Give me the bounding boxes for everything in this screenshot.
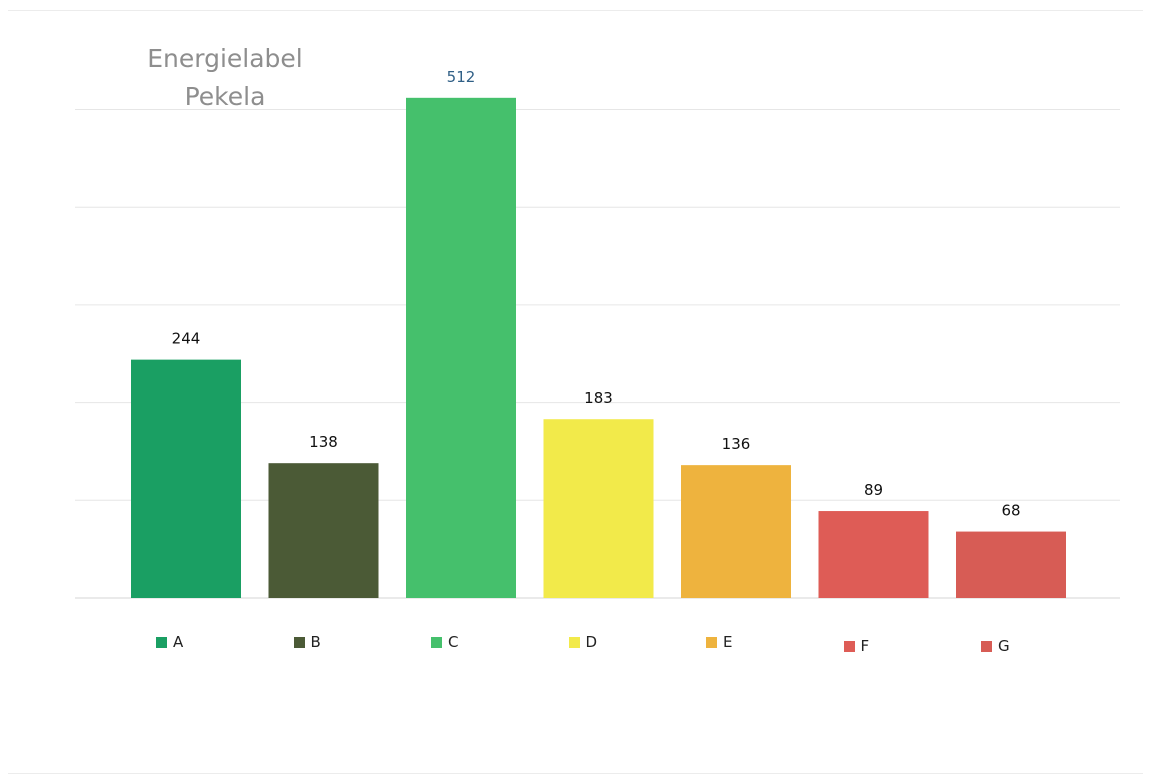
data-label-d: 183 [584, 389, 613, 407]
legend-label: C [448, 633, 459, 651]
legend-swatch [156, 636, 167, 648]
bar-b [268, 463, 379, 598]
legend-label: E [723, 633, 733, 651]
data-label-a: 244 [172, 330, 201, 348]
legend-swatch [843, 640, 855, 652]
legend-item-f: F [843, 637, 870, 655]
legend-swatch [293, 636, 305, 648]
data-label-b: 138 [309, 433, 338, 451]
legend-item-c: C [431, 633, 458, 651]
chart-title: Energielabel Pekela [130, 40, 320, 116]
bar-g [956, 531, 1066, 598]
chart-legend: A B C D E F G [0, 633, 1150, 663]
legend-swatch [431, 636, 442, 648]
legend-item-e: E [706, 633, 732, 651]
legend-swatch [568, 636, 580, 648]
data-label-f: 89 [864, 481, 883, 499]
data-label-e: 136 [722, 435, 751, 453]
data-label-g: 68 [1001, 502, 1020, 520]
legend-label: A [173, 633, 184, 651]
legend-label: F [860, 637, 870, 655]
legend-swatch [706, 636, 717, 648]
legend-label: G [998, 637, 1010, 655]
legend-item-b: B [293, 633, 321, 651]
bar-f [818, 511, 929, 598]
bar-c [406, 97, 516, 599]
legend-item-g: G [981, 637, 1010, 655]
bar-e [681, 465, 791, 598]
legend-item-a: A [156, 633, 183, 651]
chart-title-line-1: Energielabel [147, 44, 303, 73]
data-label-c: 512 [447, 68, 476, 86]
legend-label: D [585, 633, 598, 651]
bar-a [131, 359, 241, 598]
bar-d [543, 419, 654, 598]
chart-title-line-2: Pekela [184, 82, 266, 111]
legend-swatch [981, 640, 992, 652]
legend-label: B [310, 633, 321, 651]
legend-item-d: D [568, 633, 598, 651]
